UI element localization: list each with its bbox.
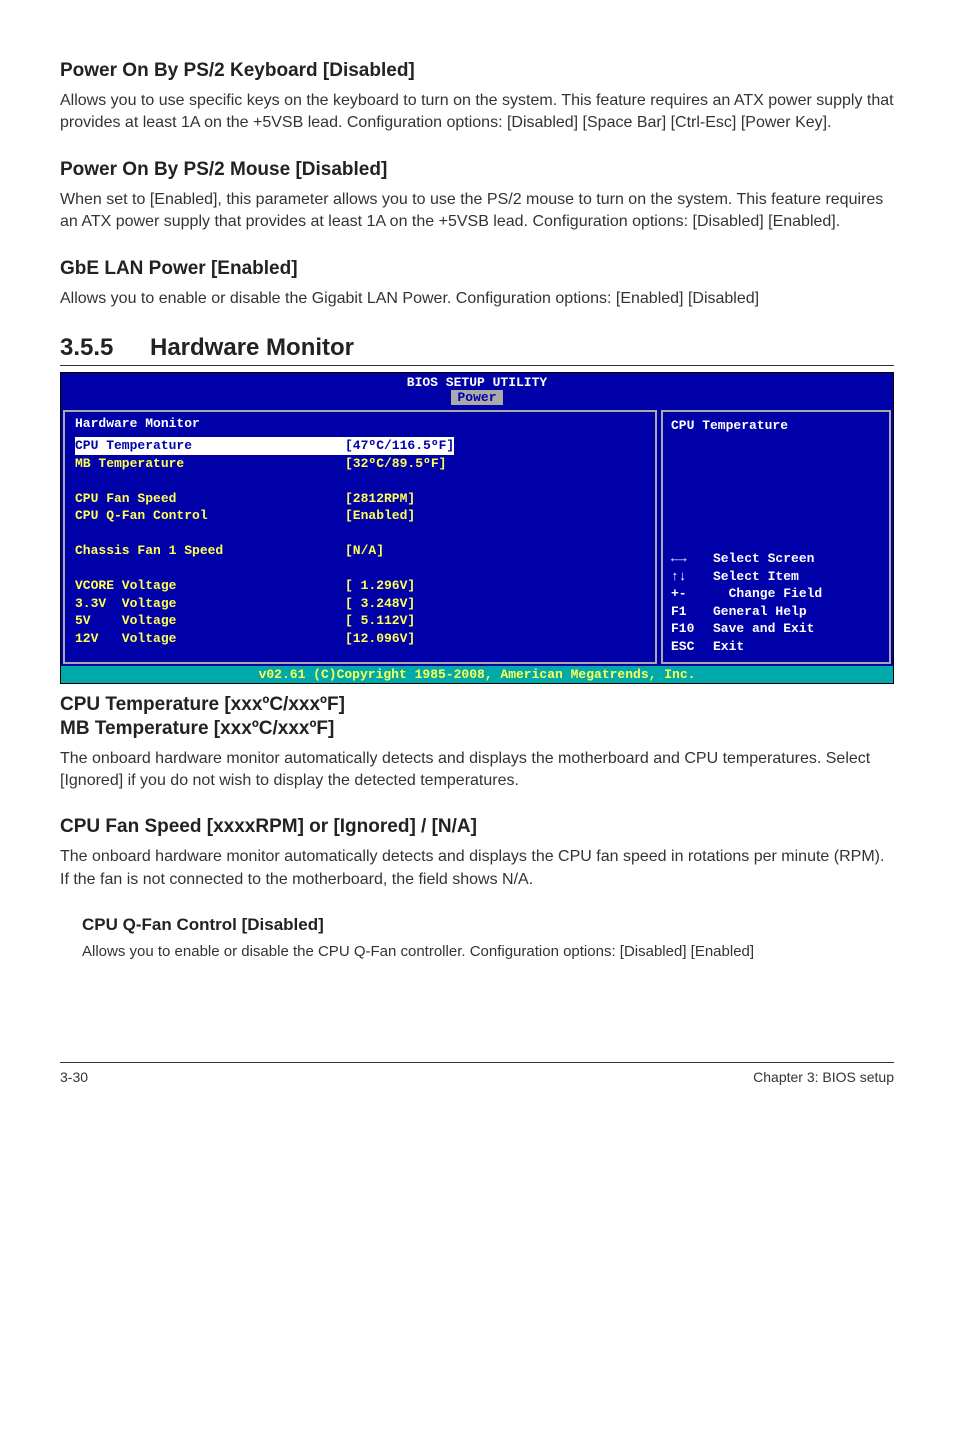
section-text-ps2mouse: When set to [Enabled], this parameter al… [60,189,894,234]
bios-row[interactable]: VCORE Voltage[ 1.296V] [75,577,645,595]
bios-help-desc: General Help [713,603,807,621]
bios-row[interactable]: MB Temperature[32ºC/89.5ºF] [75,455,645,473]
bios-row-label: VCORE Voltage [75,577,345,595]
heading-cpu-fan: CPU Fan Speed [xxxxRPM] or [Ignored] / [… [60,816,894,838]
bios-row-label: CPU Fan Speed [75,490,345,508]
bios-row-value: [47ºC/116.5ºF] [345,437,454,455]
bios-help-row: F10Save and Exit [671,620,881,638]
bios-row-value: [2812RPM] [345,490,415,508]
bios-help-key: F1 [671,603,713,621]
main-section-title: 3.5.5Hardware Monitor [60,334,894,366]
bios-row-value: [ 1.296V] [345,577,415,595]
bios-title: BIOS SETUP UTILITY [61,373,893,390]
text-qfan: Allows you to enable or disable the CPU … [82,941,894,962]
bios-help-desc: Save and Exit [713,620,814,638]
bios-row [75,525,645,543]
bios-help-key: F10 [671,620,713,638]
bios-help-row: ESCExit [671,638,881,656]
bios-row-value: [Enabled] [345,507,415,525]
text-temp: The onboard hardware monitor automatical… [60,748,894,793]
bios-footer: v02.61 (C)Copyright 1985-2008, American … [61,666,893,683]
page-footer: 3-30 Chapter 3: BIOS setup [60,1062,894,1085]
bios-row[interactable]: CPU Fan Speed[2812RPM] [75,490,645,508]
main-section-number: 3.5.5 [60,334,150,362]
heading-cpu-temp: CPU Temperature [xxxºC/xxxºF] [60,694,894,716]
bios-row[interactable]: CPU Q-Fan Control[Enabled] [75,507,645,525]
main-section-name: Hardware Monitor [150,334,354,361]
section-text-ps2kb: Allows you to use specific keys on the k… [60,90,894,135]
bios-row [75,472,645,490]
section-text-gbe: Allows you to enable or disable the Giga… [60,288,894,310]
section-heading-ps2mouse: Power On By PS/2 Mouse [Disabled] [60,159,894,181]
bios-screen: BIOS SETUP UTILITY Power Hardware Monito… [60,372,894,684]
bios-tab-row: Power [61,390,893,407]
bios-row-label: CPU Temperature [75,437,345,455]
text-cpu-fan: The onboard hardware monitor automatical… [60,846,894,891]
bios-tab-power[interactable]: Power [451,390,502,405]
bios-row[interactable]: 12V Voltage[12.096V] [75,630,645,648]
bios-row-value: [ 3.248V] [345,595,415,613]
bios-help-row: ↑↓Select Item [671,568,881,586]
bios-help-key: ↑↓ [671,568,713,586]
bios-row-value: [32ºC/89.5ºF] [345,455,446,473]
bios-help-desc: Change Field [713,585,822,603]
bios-help-row: +- Change Field [671,585,881,603]
bios-row-value: [N/A] [345,542,384,560]
bios-help-key: +- [671,585,713,603]
bios-help-key: ESC [671,638,713,656]
bios-row-label: 5V Voltage [75,612,345,630]
bios-help-title: CPU Temperature [671,418,881,433]
bios-left-panel: Hardware Monitor CPU Temperature[47ºC/11… [63,410,657,664]
bios-row-value: [12.096V] [345,630,415,648]
section-heading-ps2kb: Power On By PS/2 Keyboard [Disabled] [60,60,894,82]
bios-row[interactable]: 5V Voltage[ 5.112V] [75,612,645,630]
bios-row[interactable]: 3.3V Voltage[ 3.248V] [75,595,645,613]
page-number: 3-30 [60,1069,88,1085]
bios-row-value: [ 5.112V] [345,612,415,630]
section-heading-gbe: GbE LAN Power [Enabled] [60,258,894,280]
bios-row-label: 3.3V Voltage [75,595,345,613]
bios-help-desc: Select Item [713,568,799,586]
bios-section-header: Hardware Monitor [75,416,645,431]
bios-row-label: 12V Voltage [75,630,345,648]
bios-row [75,560,645,578]
bios-row-label: CPU Q-Fan Control [75,507,345,525]
bios-help-row: F1General Help [671,603,881,621]
bios-row-label: Chassis Fan 1 Speed [75,542,345,560]
bios-row[interactable]: CPU Temperature[47ºC/116.5ºF] [75,437,645,455]
bios-row-label: MB Temperature [75,455,345,473]
bios-body: Hardware Monitor CPU Temperature[47ºC/11… [61,407,893,666]
bios-help-row: ←→Select Screen [671,550,881,568]
heading-mb-temp: MB Temperature [xxxºC/xxxºF] [60,718,894,740]
bios-help-desc: Exit [713,638,744,656]
bios-right-panel: CPU Temperature ←→Select Screen↑↓Select … [661,410,891,664]
chapter-label: Chapter 3: BIOS setup [753,1069,894,1085]
bios-row[interactable]: Chassis Fan 1 Speed[N/A] [75,542,645,560]
bios-help-key: ←→ [671,550,713,568]
bios-help-desc: Select Screen [713,550,814,568]
heading-qfan: CPU Q-Fan Control [Disabled] [82,915,894,935]
bios-help-keys: ←→Select Screen↑↓Select Item+- Change Fi… [671,550,881,655]
